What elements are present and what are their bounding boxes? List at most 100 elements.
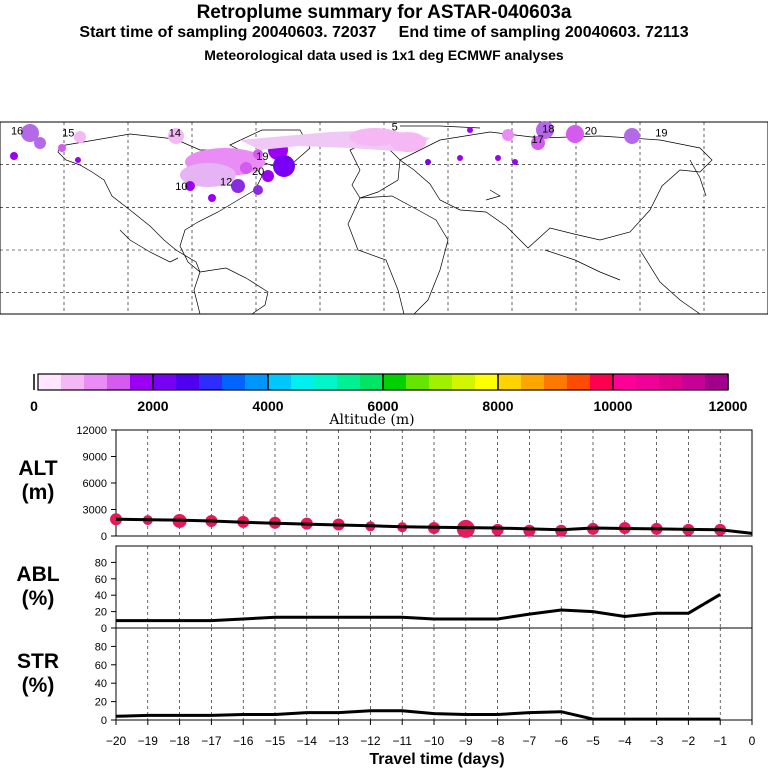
sampling-times: Start time of sampling 20040603. 72037 E… — [79, 24, 689, 41]
colorbar-swatch — [705, 374, 729, 390]
colorbar-swatch — [153, 374, 177, 390]
x-tick-label: −20 — [106, 734, 127, 748]
colorbar-swatch — [337, 374, 361, 390]
colorbar-swatch — [544, 374, 568, 390]
abl-fraction-line — [116, 593, 721, 623]
colorbar-swatch — [199, 374, 223, 390]
x-tick-label: −16 — [233, 734, 254, 748]
x-tick-label: −15 — [265, 734, 286, 748]
map-day-label: 18 — [542, 123, 554, 135]
colorbar-swatch — [452, 374, 476, 390]
colorbar-swatch — [314, 374, 338, 390]
y-tick-label: 0 — [101, 531, 107, 543]
map-day-label: 20 — [585, 126, 597, 138]
colorbar-swatch — [429, 374, 453, 390]
colorbar-swatch — [38, 374, 62, 390]
y-tick-label: 60 — [95, 574, 107, 586]
colorbar-tick-label: 6000 — [367, 398, 398, 414]
panel-ylabel: (%) — [22, 674, 55, 697]
colorbar-swatch — [682, 374, 706, 390]
x-tick-label: −10 — [424, 734, 445, 748]
meteo-source: Meteorological data used is 1x1 deg ECMW… — [204, 47, 564, 63]
colorbar-swatch — [613, 374, 637, 390]
colorbar-swatch — [291, 374, 315, 390]
x-tick-label: −4 — [618, 734, 632, 748]
y-tick-label: 20 — [95, 697, 107, 709]
x-tick-label: −8 — [491, 734, 505, 748]
colorbar-swatch — [406, 374, 430, 390]
colorbar-swatch — [475, 374, 499, 390]
colorbar-swatch — [176, 374, 200, 390]
x-tick-label: −3 — [650, 734, 664, 748]
x-tick-label: −2 — [682, 734, 696, 748]
mean-altitude-line — [115, 517, 753, 535]
altitude-point — [491, 523, 504, 536]
colorbar-swatch — [107, 374, 131, 390]
str-fraction-line — [115, 709, 721, 721]
y-tick-label: 9000 — [83, 452, 107, 464]
y-tick-label: 12000 — [76, 425, 107, 437]
coastlines — [57, 125, 713, 315]
colorbar-swatch — [498, 374, 522, 390]
colorbar-axis-label: Altitude (m) — [328, 412, 414, 428]
y-tick-label: 40 — [95, 590, 107, 602]
y-tick-label: 60 — [95, 660, 107, 672]
colorbar-tick-label: 12000 — [709, 398, 748, 414]
colorbar-tick-label: 0 — [30, 398, 38, 414]
map-day-label: 19 — [256, 151, 268, 163]
x-tick-label: −19 — [138, 734, 159, 748]
map-day-label: 17 — [531, 134, 543, 146]
panel-abl: 0 20 40 60 80 ABL(%) — [16, 545, 753, 635]
map-day-label: 14 — [169, 128, 181, 140]
colorbar-swatch — [268, 374, 292, 390]
y-tick-label: 0 — [101, 623, 107, 635]
colorbar-swatch — [84, 374, 108, 390]
retroplume-cluster — [10, 121, 640, 202]
x-tick-label: −7 — [523, 734, 537, 748]
y-tick-label: 6000 — [83, 478, 107, 490]
map-day-label: 19 — [655, 128, 667, 140]
colorbar-tick-label: 8000 — [482, 398, 513, 414]
world-map: 16 15 14 19 20 10 12 5 18 20 19 17 — [0, 121, 768, 315]
panel-ylabel: ABL — [16, 563, 59, 586]
y-tick-label: 20 — [95, 607, 107, 619]
panel-ylabel: STR — [17, 650, 59, 673]
colorbar-tick-label: 10000 — [594, 398, 633, 414]
colorbar-swatch — [130, 374, 154, 390]
x-tick-label: −1 — [713, 734, 727, 748]
colorbar-swatch — [61, 374, 85, 390]
map-day-label: 16 — [11, 126, 23, 138]
x-tick-label: −6 — [554, 734, 568, 748]
colorbar-swatch — [636, 374, 660, 390]
x-tick-label: −17 — [201, 734, 222, 748]
map-day-label: 20 — [252, 166, 264, 178]
panel-ylabel: (%) — [22, 587, 55, 610]
colorbar-tick-label: 2000 — [137, 398, 168, 414]
altitude-colorbar: 0 2000 4000 6000 8000 10000 12000 Altitude (m) — [30, 373, 748, 428]
altitude-point — [523, 524, 536, 537]
x-tick-label: −12 — [360, 734, 381, 748]
colorbar-swatch — [590, 374, 614, 390]
x-tick-label: −9 — [459, 734, 473, 748]
colorbar-swatch — [245, 374, 269, 390]
y-tick-label: 40 — [95, 678, 107, 690]
x-tick-label: −14 — [297, 734, 318, 748]
y-tick-label: 80 — [95, 641, 107, 653]
colorbar-tick-label: 4000 — [252, 398, 283, 414]
x-tick-label: −11 — [392, 734, 412, 748]
colorbar-swatch — [360, 374, 384, 390]
colorbar-swatch — [567, 374, 591, 390]
map-day-label: 15 — [62, 128, 74, 140]
colorbar-swatch — [222, 374, 246, 390]
x-axis-label: Travel time (days) — [369, 751, 504, 768]
x-tick-label: −5 — [586, 734, 600, 748]
panel-alt: 0 3000 6000 9000 12000 ALT(m) — [18, 425, 753, 543]
colorbar-swatch — [383, 374, 407, 390]
x-tick-label: 0 — [749, 734, 756, 748]
y-tick-label: 0 — [101, 715, 107, 727]
colorbar-swatch — [659, 374, 683, 390]
panel-ylabel: ALT — [18, 457, 57, 480]
map-day-label: 5 — [392, 121, 398, 133]
